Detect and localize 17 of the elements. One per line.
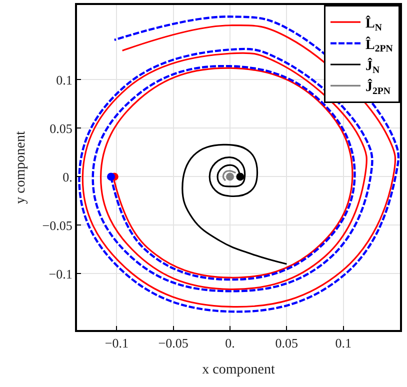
y-tick-label: 0. (62, 169, 72, 184)
x-tick-label: −0.05 (158, 336, 188, 351)
y-tick-label: −0.1 (48, 266, 72, 282)
y-tick-label: 0.1 (56, 72, 72, 88)
x-tick-label: 0. (225, 336, 235, 351)
legend-label: L̂$_{N}$ (365, 15, 382, 34)
x-tick-label: 0.1 (335, 336, 352, 351)
line-series (182, 144, 288, 265)
legend-label: Ĵ$_{2PN}$ (366, 78, 390, 98)
legend-label: L̂$_{2PN}$ (365, 36, 393, 55)
y-tick-label: −0.05 (42, 218, 72, 233)
y-axis-title: y component (13, 131, 28, 204)
x-tick-label: −0.1 (104, 336, 128, 351)
y-tick-label: 0.05 (50, 120, 72, 136)
x-axis-title: x component (202, 362, 275, 378)
x-tick-label: 0.05 (275, 336, 298, 351)
legend-label: Ĵ$_{N}$ (366, 56, 380, 76)
